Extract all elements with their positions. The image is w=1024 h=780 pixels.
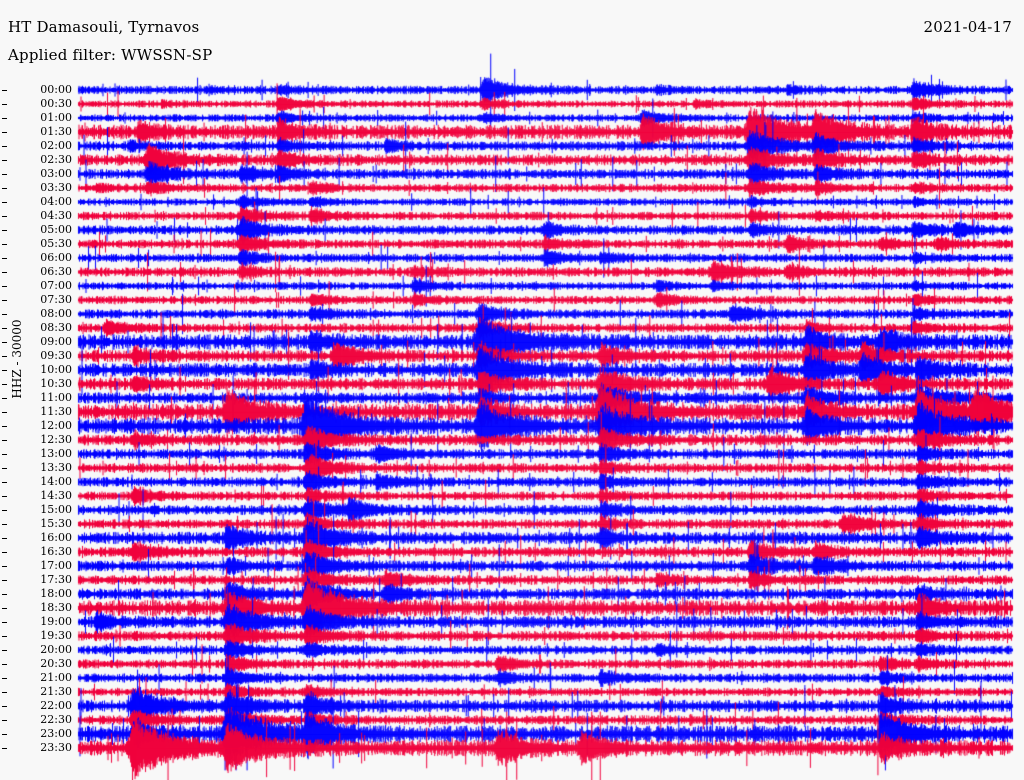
seismogram-traces xyxy=(0,0,1024,780)
seismogram-view: HT Damasouli, Tyrnavos Applied filter: W… xyxy=(0,0,1024,780)
